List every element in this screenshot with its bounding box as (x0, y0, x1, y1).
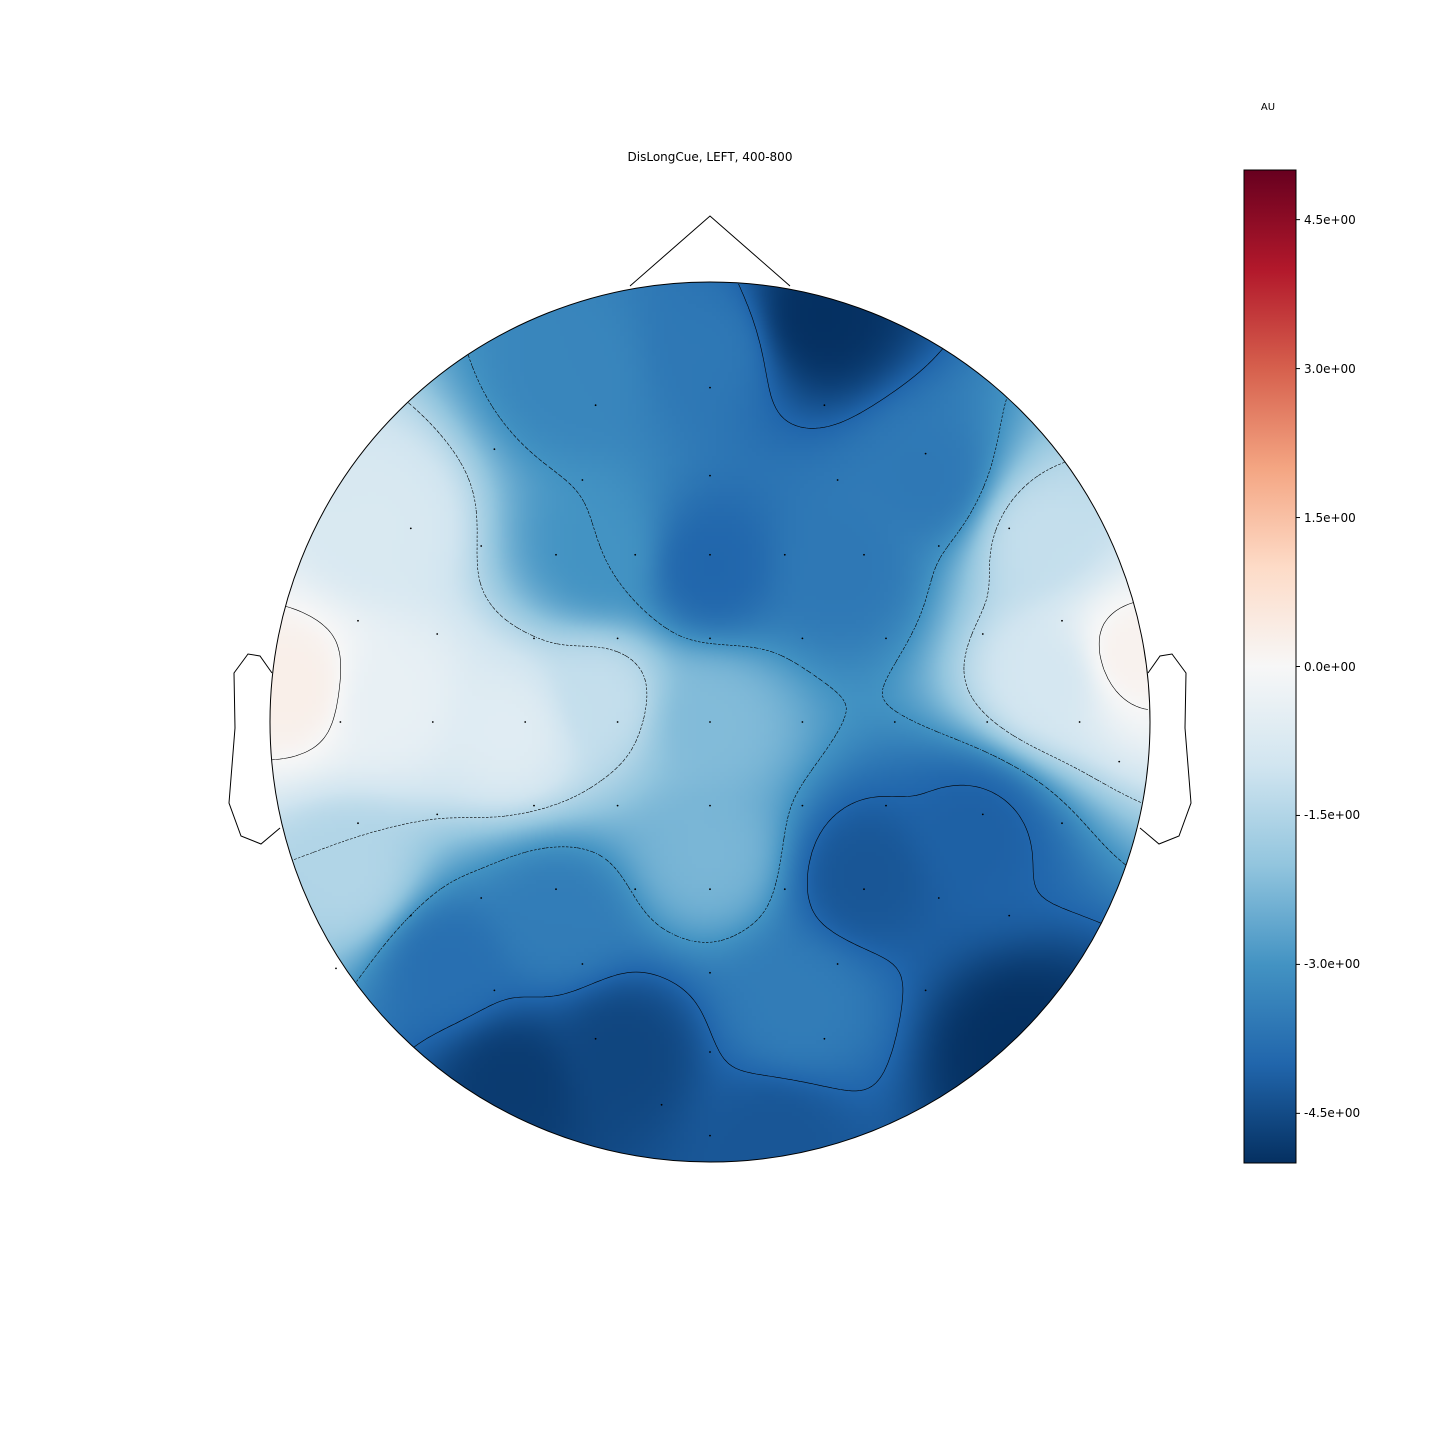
colorbar (1243, 169, 1297, 1164)
sensor-point (709, 386, 711, 389)
sensor-point (823, 1037, 826, 1040)
nose-outline (629, 215, 791, 287)
sensor-point (709, 888, 711, 891)
contour-line (271, 283, 1149, 1071)
sensor-point (986, 721, 989, 723)
sensor-point (634, 888, 637, 891)
chart-title: DisLongCue, LEFT, 400-800 (627, 150, 793, 164)
colorbar-unit-label: AU (1260, 102, 1276, 113)
sensor-point (709, 1134, 711, 1137)
sensor-point (783, 888, 786, 891)
colorbar-tick-label: -1.5e+00 (1304, 808, 1361, 823)
sensor-point (709, 721, 711, 723)
sensor-point (709, 971, 711, 974)
sensor-point (480, 545, 483, 547)
sensor-point (937, 545, 940, 547)
sensor-point (823, 404, 826, 407)
sensor-point (1061, 822, 1063, 825)
left-ear-outline (228, 653, 281, 845)
sensor-point (836, 479, 839, 481)
head-outline (269, 281, 1151, 1163)
sensor-point (555, 888, 557, 891)
sensor-point (431, 721, 434, 723)
sensor-point (709, 553, 711, 556)
sensor-point (981, 813, 984, 816)
sensor-point (1118, 760, 1121, 763)
sensor-point (709, 804, 711, 807)
sensor-point (493, 989, 496, 992)
sensor-point (885, 637, 887, 640)
sensor-markers (335, 386, 1121, 1137)
sensor-point (924, 989, 927, 992)
sensor-point (1078, 721, 1081, 723)
sensor-point (480, 897, 483, 899)
sensor-point (616, 637, 619, 640)
colorbar-tick-label: -3.0e+00 (1304, 957, 1361, 972)
sensor-point (409, 914, 412, 917)
colorbar-tick-label: 1.5e+00 (1304, 510, 1356, 525)
sensor-point (533, 804, 535, 807)
contour-lines (271, 283, 1149, 1161)
sensor-point (893, 721, 896, 723)
contour-line (271, 333, 1149, 868)
sensor-point (709, 1051, 711, 1053)
sensor-point (581, 963, 584, 965)
colorbar-tick-label: -4.5e+00 (1304, 1106, 1361, 1121)
sensor-point (801, 721, 804, 723)
sensor-point (524, 721, 527, 723)
sensor-point (1061, 619, 1063, 622)
sensor-point (594, 1037, 597, 1040)
right-ear-outline (1139, 653, 1192, 845)
sensor-point (335, 967, 337, 970)
sensor-point (339, 721, 342, 723)
sensor-point (436, 813, 439, 816)
sensor-point (981, 633, 984, 635)
colorbar-tick-label: 0.0e+00 (1304, 659, 1356, 674)
sensor-point (634, 553, 637, 556)
sensor-point (1008, 527, 1011, 530)
sensor-point (594, 404, 597, 407)
sensor-point (783, 553, 786, 556)
sensor-point (616, 804, 619, 807)
sensor-point (660, 1103, 663, 1106)
sensor-point (709, 474, 711, 477)
colorbar-tick-label: 3.0e+00 (1304, 361, 1356, 376)
sensor-point (555, 553, 557, 556)
sensor-point (616, 721, 619, 723)
sensor-point (836, 963, 839, 965)
sensor-point (357, 822, 359, 825)
sensor-point (409, 527, 412, 530)
sensor-point (533, 637, 535, 640)
sensor-point (885, 804, 887, 807)
sensor-point (709, 637, 711, 640)
sensor-point (801, 637, 804, 640)
sensor-point (493, 448, 496, 451)
sensor-point (801, 804, 804, 807)
sensor-point (436, 633, 439, 635)
colorbar-ticks (1296, 219, 1300, 1114)
colorbar-tick-label: 4.5e+00 (1304, 212, 1356, 227)
sensor-point (937, 897, 940, 899)
sensor-point (581, 479, 584, 481)
sensor-point (1008, 914, 1011, 917)
sensor-point (863, 888, 865, 891)
sensor-point (924, 452, 927, 455)
sensor-point (357, 619, 359, 622)
sensor-point (863, 553, 865, 556)
